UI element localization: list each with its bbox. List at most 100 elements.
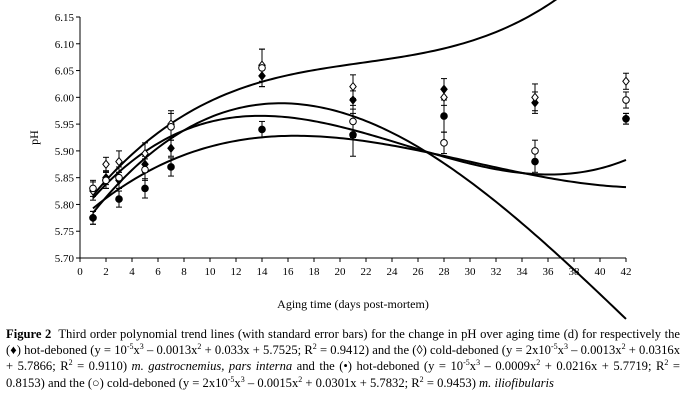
open-circle-point (141, 165, 149, 174)
caption-sup: 3 (476, 358, 481, 368)
open-circle-point (89, 184, 97, 193)
x-tick-label: 18 (309, 266, 321, 278)
filled-diamond-point (258, 71, 266, 81)
caption-sup: 2 (621, 342, 626, 352)
x-tick-label: 38 (569, 266, 581, 278)
caption-text: = 0.9412) and the (◊) cold-deboned (y = … (316, 343, 551, 358)
filled-diamond-point (440, 84, 448, 95)
open-circle-point (115, 173, 123, 182)
x-tick-label: 22 (361, 266, 372, 278)
y-tick-label: 5.95 (55, 119, 75, 131)
filled-circle-point (622, 114, 630, 123)
caption-sup: 3 (139, 342, 144, 352)
caption-text: and the (•) hot-deboned (y = 10 (292, 359, 464, 374)
open-circle-point (531, 147, 539, 155)
ph-aging-chart: 5.70 5.75 5.80 5.85 5.90 5.95 6.00 6.05 6.10 6.15… (27, 0, 632, 320)
y-tick-label: 6.10 (55, 39, 75, 51)
x-tick-label: 8 (181, 266, 187, 278)
x-tick-label: 20 (335, 266, 347, 278)
caption-text: + 0.0301x + 5.7832; R (302, 375, 420, 390)
caption-sup: -5 (126, 342, 134, 352)
data-markers (89, 60, 630, 223)
x-axis-title: Aging time (days post-mortem) (277, 297, 429, 311)
y-axis-ticks: 5.70 5.75 5.80 5.85 5.90 5.95 6.00 6.05 6.10 6.15 (55, 12, 80, 265)
filled-circle-point (531, 157, 539, 166)
filled-circle-point (89, 214, 97, 222)
caption-text: = 0.8153) and the (○) cold-deboned (y = … (6, 359, 680, 390)
caption-text: + 0.0216x + 5.7719; R (540, 359, 665, 374)
caption-text: + 0.033x + 5.7525; R (201, 343, 313, 358)
x-tick-label: 6 (155, 266, 161, 278)
chart-axes (79, 17, 626, 259)
caption-muscle-name: m. iliofibularis (479, 375, 554, 390)
y-tick-label: 5.80 (55, 199, 75, 211)
x-tick-label: 26 (413, 266, 425, 278)
x-tick-label: 42 (621, 266, 632, 278)
trend-line (92, 134, 627, 210)
open-diamond-point (115, 156, 123, 167)
filled-circle-point (141, 184, 149, 193)
filled-circle-point (258, 125, 266, 134)
open-circle-point (167, 122, 175, 131)
open-diamond-point (102, 159, 110, 170)
caption-text: – 0.0013x (143, 343, 198, 358)
filled-diamond-point (531, 97, 539, 108)
caption-text: x (557, 343, 564, 358)
open-diamond-point (440, 92, 448, 103)
x-tick-label: 32 (491, 266, 502, 278)
caption-text: x (469, 359, 477, 374)
caption-sup: 2 (312, 342, 317, 352)
filled-circle-point (167, 163, 175, 171)
x-tick-label: 16 (283, 266, 295, 278)
caption-sup: 2 (419, 374, 424, 384)
x-axis-ticks: 0 2 4 6 8 10 12 14 16 18 20 22 24 26 28 30 32 34 36 38 40 42 (77, 258, 632, 278)
filled-circle-point (440, 112, 448, 120)
open-diamond-point (349, 81, 357, 92)
caption-sup: 2 (664, 358, 669, 368)
figure-label: Figure 2 (6, 327, 52, 341)
y-axis-title: pH (27, 130, 41, 145)
x-tick-label: 10 (205, 266, 217, 278)
caption-sup: 3 (240, 374, 245, 384)
caption-sup: -5 (463, 358, 470, 368)
open-diamond-point (141, 148, 149, 159)
x-tick-label: 0 (77, 266, 83, 278)
open-circle-point (622, 96, 630, 104)
x-tick-label: 24 (387, 266, 399, 278)
caption-sup: 2 (197, 342, 202, 352)
caption-text: + 0.0316x + 5.7866; R (6, 343, 680, 374)
open-diamond-point (622, 76, 630, 87)
x-tick-label: 4 (129, 266, 135, 278)
x-tick-label: 34 (517, 266, 529, 278)
filled-circle-point (349, 131, 357, 139)
x-tick-label: 30 (465, 266, 477, 278)
caption-muscle-name: m. gastrocnemius, pars interna (131, 359, 293, 374)
caption-sup: -5 (227, 374, 235, 384)
open-circle-point (349, 117, 357, 126)
open-circle-point (440, 139, 448, 147)
y-tick-label: 6.00 (55, 92, 75, 104)
filled-diamond-point (167, 143, 175, 154)
open-circle-point (102, 176, 110, 185)
trend-lines (92, 0, 627, 320)
x-tick-label: 40 (595, 266, 607, 278)
open-diamond-point (531, 92, 539, 103)
caption-text: – 0.0015x (244, 375, 299, 390)
y-tick-label: 5.90 (55, 146, 75, 158)
x-tick-label: 28 (439, 266, 451, 278)
open-circle-point (258, 64, 266, 72)
caption-text: – 0.0013x (567, 343, 622, 358)
filled-circle-point (115, 195, 123, 203)
y-tick-label: 6.15 (55, 12, 75, 24)
trend-line (92, 0, 558, 197)
filled-diamond-point (349, 95, 357, 105)
y-tick-label: 5.70 (55, 253, 75, 265)
error-bars (90, 48, 629, 225)
caption-text: – 0.0009x (480, 359, 537, 374)
caption-sup: 3 (563, 342, 568, 352)
caption-text: Third order polynomial trend lines (with… (6, 327, 680, 358)
x-tick-label: 14 (257, 266, 269, 278)
caption-sup: 2 (536, 358, 541, 368)
caption-text: x (133, 343, 140, 358)
caption-text: = 0.9453) (423, 375, 480, 390)
